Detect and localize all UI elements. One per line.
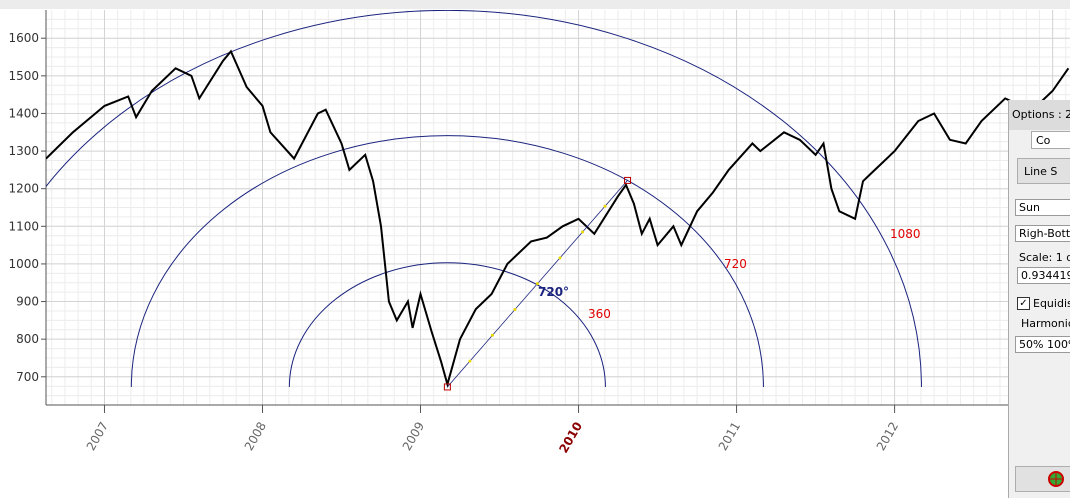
x-tick-label: 2008 (242, 420, 269, 453)
panel-title: Options : 2I (1009, 100, 1070, 130)
anchor-dot (513, 307, 517, 311)
y-tick-label: 1000 (8, 257, 39, 271)
arc-label: 1080 (890, 227, 921, 241)
checkbox[interactable]: ✓ (1017, 297, 1030, 310)
arc-label: 720 (724, 257, 747, 271)
x-tick-label: 2009 (400, 420, 427, 453)
y-tick-label: 700 (16, 370, 39, 384)
y-tick-label: 1200 (8, 182, 39, 196)
icon (1048, 471, 1064, 487)
y-tick-label: 900 (16, 295, 39, 309)
scale-label: Scale: 1 de (1019, 251, 1070, 264)
y-tick-label: 1500 (8, 69, 39, 83)
anchor-dot (580, 230, 584, 234)
anchor-point (624, 176, 632, 184)
select[interactable]: Sun (1015, 199, 1070, 216)
x-tick-label: 2007 (84, 420, 111, 453)
arc-label: 360 (588, 307, 611, 321)
anchor-point (443, 383, 451, 391)
tab[interactable]: Co (1031, 131, 1070, 149)
harmonics-input[interactable]: 50% 100% (1015, 336, 1070, 353)
y-tick-label: 1100 (8, 219, 39, 233)
anchor-dot (468, 359, 472, 363)
x-tick-label: 2010 (556, 420, 585, 456)
harmonics-label: Harmonics (1021, 317, 1070, 330)
anchor-dot (603, 204, 607, 208)
y-tick-label: 1600 (8, 31, 39, 45)
button[interactable]: Line S (1017, 158, 1070, 184)
options-panel: Options : 2I Co Line S Sun Righ-Botto Sc… (1008, 100, 1070, 498)
price-line (46, 49, 1070, 389)
top-bar (0, 0, 1070, 9)
anchor-dot (490, 333, 494, 337)
anchor-dot (535, 282, 539, 286)
corner-select[interactable]: Righ-Botto (1015, 225, 1070, 242)
angle-label: 720° (538, 285, 569, 299)
icon-button[interactable] (1015, 466, 1070, 492)
checkbox-label: Equidist (1033, 297, 1070, 310)
anchor-dot (558, 256, 562, 260)
scale-input[interactable]: 0.9344194 (1017, 267, 1070, 284)
harmonic-arc (288, 262, 606, 387)
y-tick-label: 1300 (8, 144, 39, 158)
harmonic-arc (46, 10, 922, 387)
x-tick-label: 2011 (716, 420, 743, 453)
harmonic-arc (130, 135, 764, 387)
y-tick-label: 1400 (8, 106, 39, 120)
x-tick-label: 2012 (874, 420, 901, 453)
y-tick-label: 800 (16, 332, 39, 346)
